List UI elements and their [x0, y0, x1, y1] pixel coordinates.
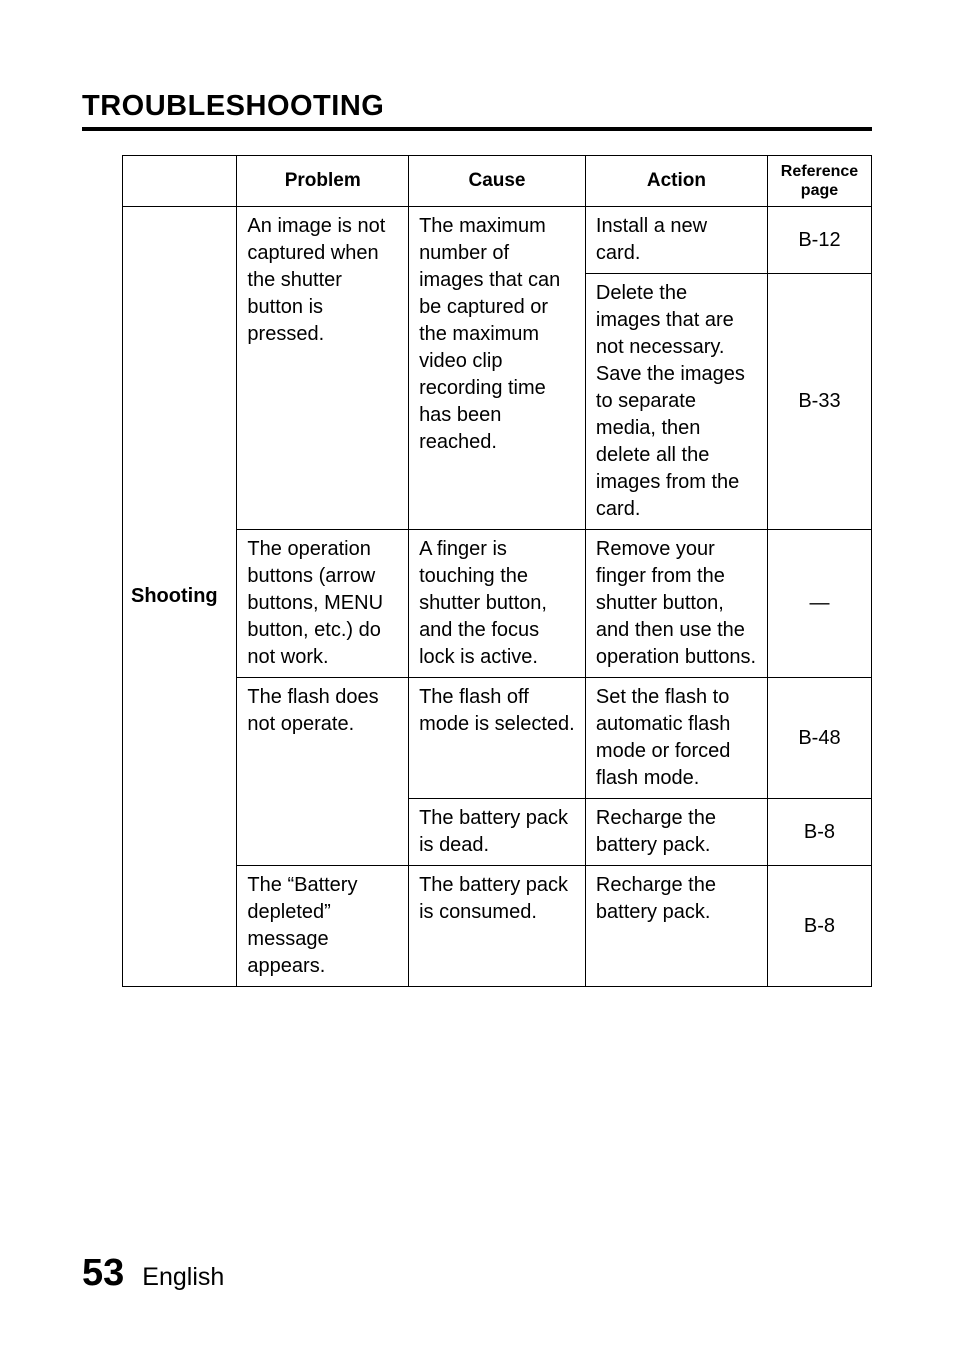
header-reference: Reference page: [767, 156, 871, 207]
header-action: Action: [585, 156, 767, 207]
page-language: English: [142, 1263, 224, 1292]
category-cell: Shooting: [123, 207, 237, 987]
cell-action: Recharge the battery pack.: [585, 866, 767, 987]
cell-cause: The maximum number of images that can be…: [409, 207, 586, 530]
page-number: 53: [82, 1252, 124, 1295]
cell-cause: The battery pack is consumed.: [409, 866, 586, 987]
table-row: Shooting An image is not captured when t…: [123, 207, 872, 274]
cell-problem: The operation buttons (arrow buttons, ME…: [237, 530, 409, 678]
page-footer: 53 English: [82, 1252, 224, 1295]
cell-problem: The “Battery depleted” message appears.: [237, 866, 409, 987]
cell-reference: B-48: [767, 678, 871, 799]
cell-action: Delete the images that are not necessary…: [585, 274, 767, 530]
cell-cause: The flash off mode is selected.: [409, 678, 586, 799]
table-header-row: Problem Cause Action Reference page: [123, 156, 872, 207]
title-underline: [82, 127, 872, 131]
header-problem: Problem: [237, 156, 409, 207]
cell-reference: —: [767, 530, 871, 678]
cell-reference: B-12: [767, 207, 871, 274]
troubleshooting-table: Problem Cause Action Reference page Shoo…: [122, 155, 872, 987]
cell-reference: B-33: [767, 274, 871, 530]
cell-problem: An image is not captured when the shutte…: [237, 207, 409, 530]
cell-action: Install a new card.: [585, 207, 767, 274]
header-empty: [123, 156, 237, 207]
cell-cause: A finger is touching the shutter button,…: [409, 530, 586, 678]
header-cause: Cause: [409, 156, 586, 207]
cell-action: Recharge the battery pack.: [585, 799, 767, 866]
cell-reference: B-8: [767, 866, 871, 987]
cell-reference: B-8: [767, 799, 871, 866]
cell-action: Set the flash to automatic flash mode or…: [585, 678, 767, 799]
cell-action: Remove your finger from the shutter butt…: [585, 530, 767, 678]
page-title: TROUBLESHOOTING: [82, 90, 872, 123]
cell-cause: The battery pack is dead.: [409, 799, 586, 866]
cell-problem: The flash does not operate.: [237, 678, 409, 866]
